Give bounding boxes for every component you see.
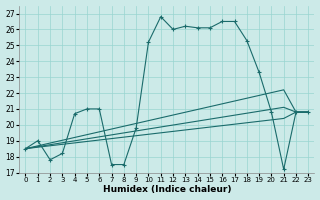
X-axis label: Humidex (Indice chaleur): Humidex (Indice chaleur) bbox=[103, 185, 231, 194]
